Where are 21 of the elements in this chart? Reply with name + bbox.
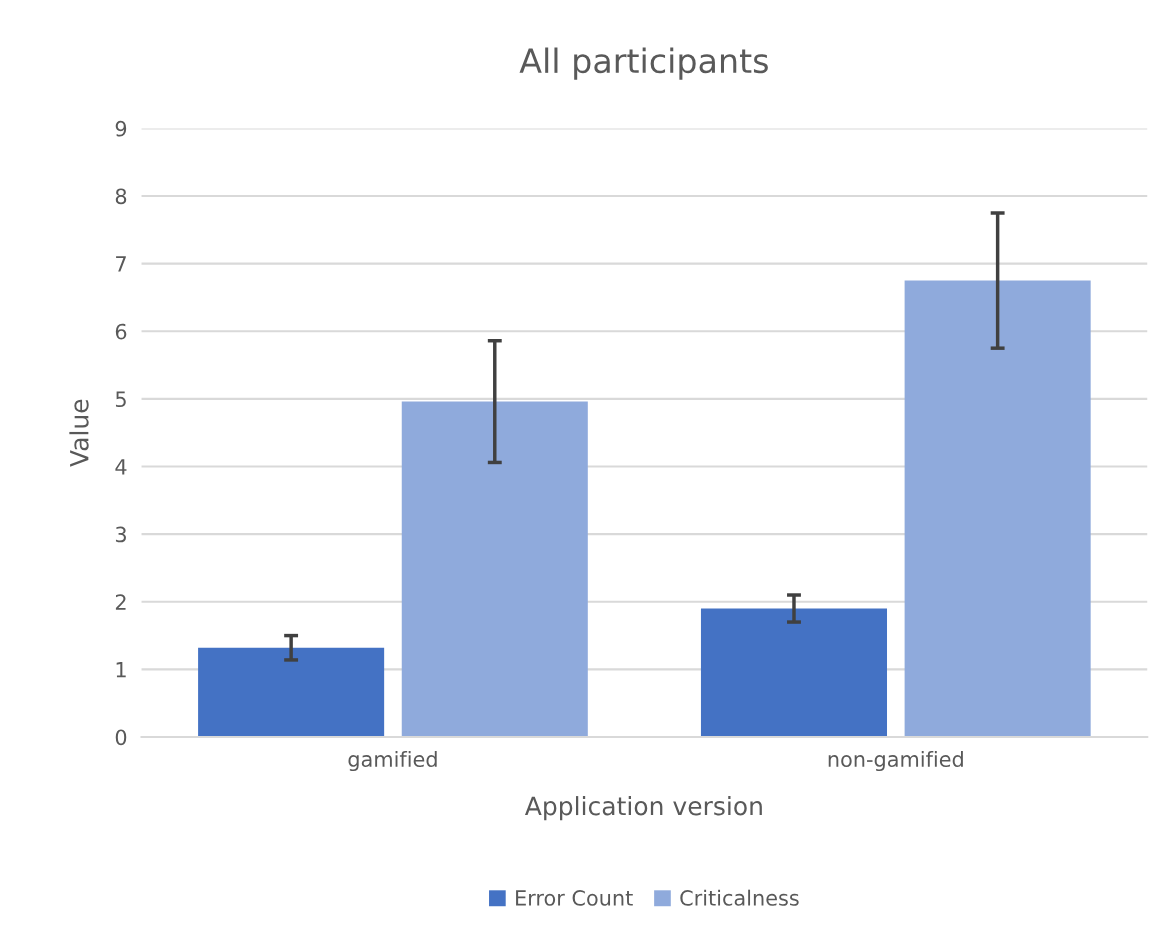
x-tick-label: gamified [348,750,437,772]
y-tick-label: 7 [116,256,126,272]
chart-title: All participants [519,47,768,80]
bar [700,608,888,738]
y-tick-label: 2 [115,594,126,610]
x-tick-label: non-gamified [828,750,963,772]
x-axis-title: Application version [524,796,762,821]
bar [401,401,588,738]
legend-label: Error Count [516,890,633,906]
bar [198,647,385,738]
y-tick-label: 1 [116,662,126,678]
y-tick-label: 0 [115,729,127,746]
legend-label: Criticalness [680,889,799,906]
y-tick-label: 6 [115,323,127,340]
y-tick-label: 9 [115,120,127,137]
y-tick-label: 5 [115,391,126,408]
bar [904,280,1091,738]
y-axis-title: Value [69,399,89,467]
y-tick-label: 3 [115,526,126,543]
y-tick-label: 4 [115,459,127,475]
y-tick-label: 8 [115,188,127,205]
